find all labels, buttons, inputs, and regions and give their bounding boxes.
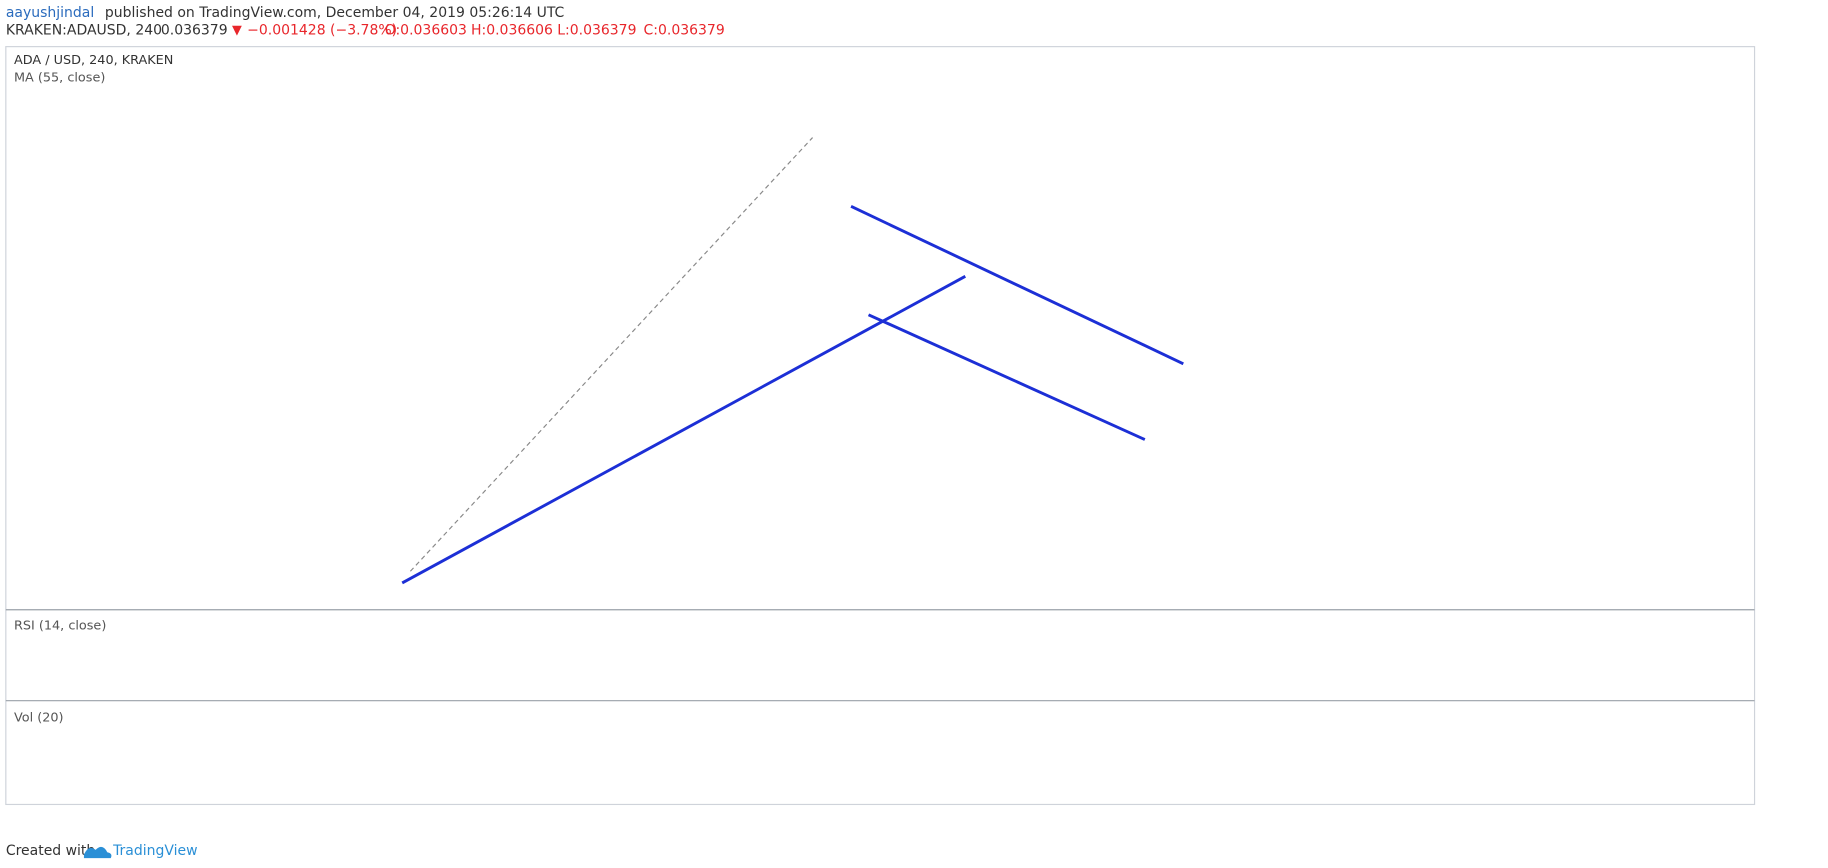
brand[interactable]: TradingView <box>112 843 197 859</box>
legend: ADA / USD, 240, KRAKEN MA (55, close) RS… <box>14 53 173 726</box>
trend-line <box>867 313 1146 441</box>
logo <box>83 846 112 859</box>
fib-trend <box>409 137 814 572</box>
ma-label: MA (55, close) <box>14 71 105 86</box>
change: −0.001428 (−3.78%) <box>247 22 397 38</box>
ohlc: H:0.036606 <box>471 22 553 38</box>
ohlc: C:0.036379 <box>644 22 725 38</box>
chart-title: ADA / USD, 240, KRAKEN <box>14 53 173 68</box>
rsi-label: RSI (14, close) <box>14 619 106 634</box>
trend-line <box>850 205 1184 366</box>
footer: Created with TradingView <box>6 843 198 859</box>
arrow: ▼ <box>232 23 242 38</box>
author[interactable]: aayushjindal <box>6 5 94 21</box>
drawings <box>401 137 1184 585</box>
last: 0.036379 <box>161 22 228 38</box>
symbol: KRAKEN:ADAUSD, 240 <box>6 22 162 38</box>
created: Created with <box>6 843 95 859</box>
ohlc: L:0.036379 <box>557 22 636 38</box>
published: published on TradingView.com, December 0… <box>105 5 564 21</box>
trend-line <box>401 275 966 585</box>
panel-frame <box>5 46 1756 806</box>
header: aayushjindal published on TradingView.co… <box>6 5 725 38</box>
volume-label: Vol (20) <box>14 711 64 726</box>
ohlc: O:0.036603 <box>385 22 467 38</box>
